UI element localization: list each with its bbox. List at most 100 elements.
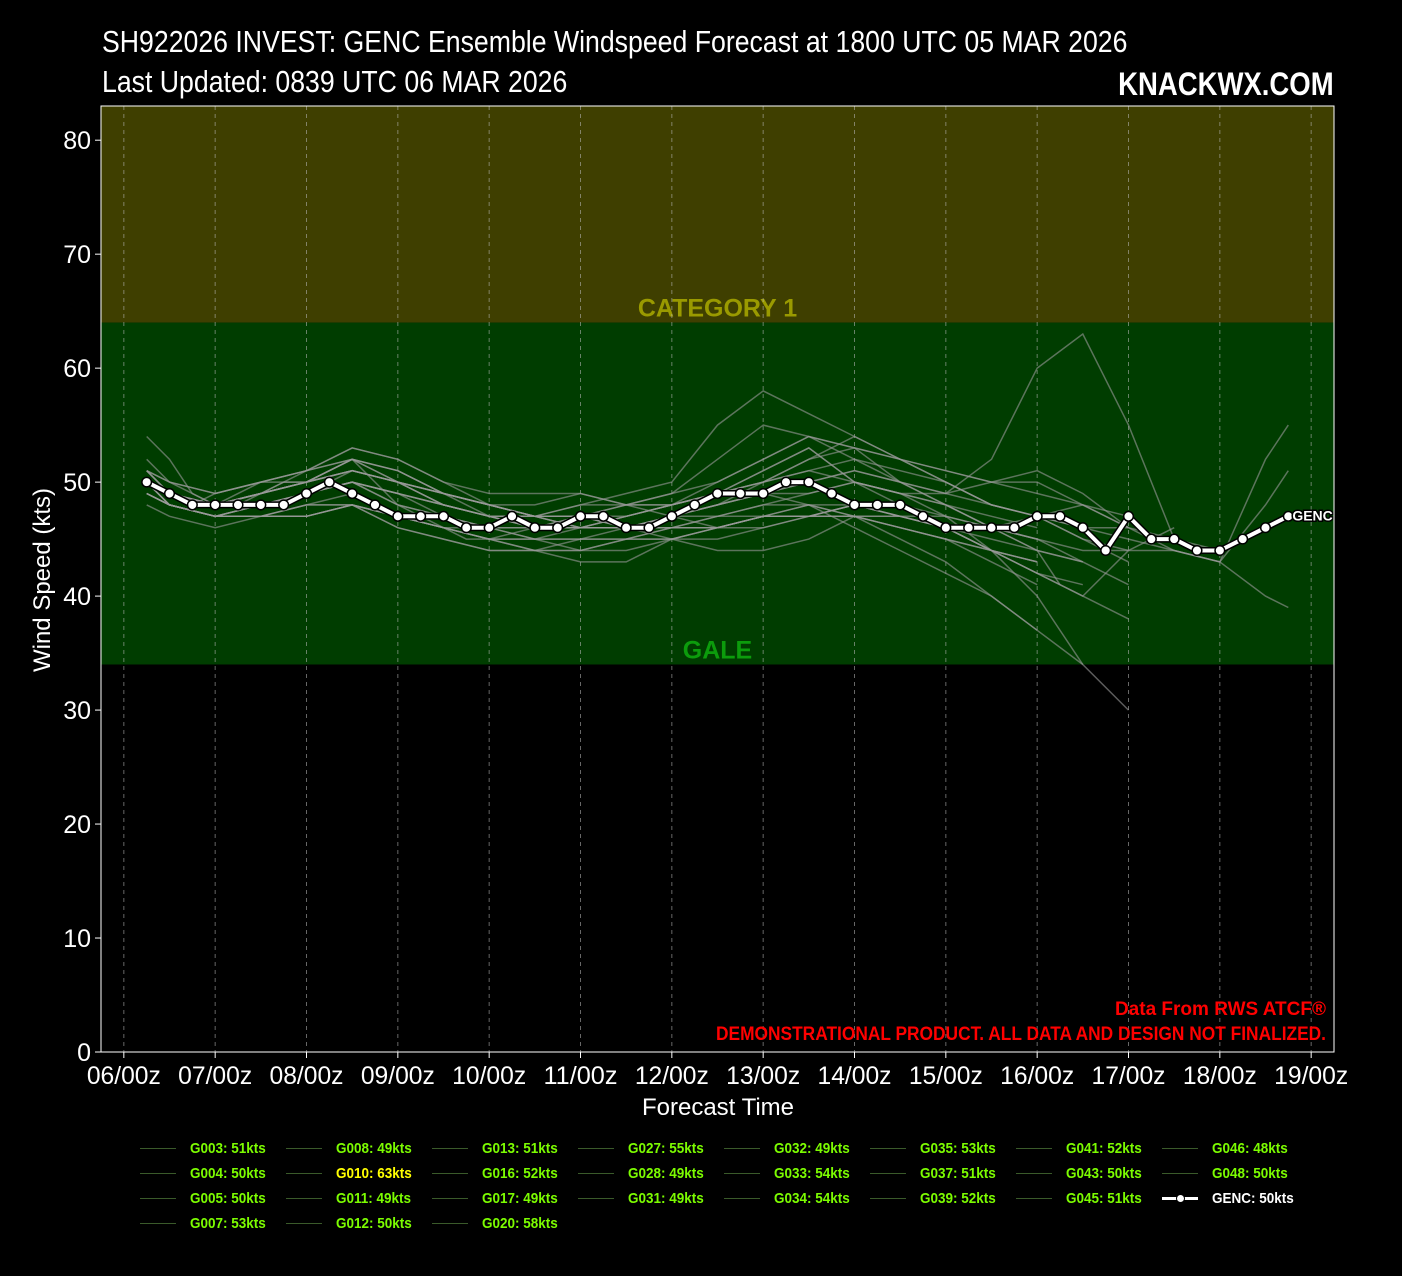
x-tick-label: 15/00z xyxy=(909,1062,983,1090)
legend-swatch xyxy=(286,1197,322,1199)
y-axis-label: Wind Speed (kts) xyxy=(29,488,56,672)
y-tick-label: 40 xyxy=(63,583,91,611)
genc-point xyxy=(1237,533,1249,545)
y-tick-label: 30 xyxy=(63,697,91,725)
legend-swatch xyxy=(578,1197,614,1199)
genc-point xyxy=(917,510,929,522)
legend-label: G008: 49kts xyxy=(336,1139,412,1157)
legend-item: G033: 54kts xyxy=(724,1162,858,1184)
legend-swatch xyxy=(432,1222,468,1224)
x-tick-label: 11/00z xyxy=(544,1062,618,1090)
disclaimer-note: DEMONSTRATIONAL PRODUCT. ALL DATA AND DE… xyxy=(716,1024,1326,1045)
legend-item: G043: 50kts xyxy=(1016,1162,1150,1184)
legend-swatch xyxy=(870,1172,906,1174)
legend-label: G016: 52kts xyxy=(482,1164,558,1182)
band-label: CATEGORY 1 xyxy=(638,295,797,323)
legend-swatch xyxy=(1162,1193,1198,1203)
x-tick-label: 07/00z xyxy=(178,1062,252,1090)
last-updated: Last Updated: 0839 UTC 06 MAR 2026 xyxy=(102,64,568,99)
legend-swatch xyxy=(724,1172,760,1174)
legend-item: G034: 54kts xyxy=(724,1187,858,1209)
genc-point xyxy=(826,487,838,500)
band-category-1 xyxy=(101,106,1334,323)
legend-item: G028: 49kts xyxy=(578,1162,712,1184)
legend-item: G012: 50kts xyxy=(286,1212,420,1234)
genc-point xyxy=(369,499,381,511)
legend-swatch xyxy=(870,1147,906,1149)
genc-point xyxy=(232,499,244,511)
chart-title: SH922026 INVEST: GENC Ensemble Windspeed… xyxy=(102,24,1128,59)
legend-item: G004: 50kts xyxy=(140,1162,274,1184)
legend-swatch xyxy=(1016,1197,1052,1199)
legend-label: G031: 49kts xyxy=(628,1189,704,1207)
legend-swatch xyxy=(432,1172,468,1174)
legend-label: G039: 52kts xyxy=(920,1189,996,1207)
member-line-g003 xyxy=(146,435,1038,540)
legend-swatch xyxy=(1162,1172,1198,1174)
x-tick-label: 18/00z xyxy=(1183,1062,1257,1090)
genc-series: GENC xyxy=(141,476,1334,557)
legend-label: GENC: 50kts xyxy=(1212,1189,1294,1207)
legend-swatch xyxy=(140,1222,176,1224)
legend-swatch xyxy=(140,1147,176,1149)
legend-label: G003: 51kts xyxy=(190,1139,266,1157)
x-tick-label: 17/00z xyxy=(1092,1062,1166,1090)
legend-label: G041: 52kts xyxy=(1066,1139,1142,1157)
legend-item: GENC: 50kts xyxy=(1162,1187,1303,1209)
y-tick-label: 20 xyxy=(63,811,91,839)
legend-label: G017: 49kts xyxy=(482,1189,558,1207)
x-tick-label: 14/00z xyxy=(818,1062,892,1090)
legend-label: G013: 51kts xyxy=(482,1139,558,1157)
genc-point xyxy=(757,487,769,500)
vertical-grid xyxy=(123,106,1312,1052)
genc-point xyxy=(963,522,975,534)
genc-end-label: GENC xyxy=(1292,507,1332,523)
genc-point xyxy=(985,522,998,534)
legend-label: G033: 54kts xyxy=(774,1164,850,1182)
legend-item: G037: 51kts xyxy=(870,1162,1004,1184)
x-tick-label: 10/00z xyxy=(452,1062,526,1090)
legend-item: G032: 49kts xyxy=(724,1137,858,1159)
x-tick-label: 06/00z xyxy=(87,1062,161,1090)
genc-point xyxy=(1077,522,1089,534)
genc-point xyxy=(506,510,518,522)
legend-label: G027: 55kts xyxy=(628,1139,704,1157)
legend-label: G011: 49kts xyxy=(336,1189,412,1207)
genc-point xyxy=(163,487,176,500)
genc-point xyxy=(323,476,335,488)
genc-point xyxy=(1214,544,1226,557)
legend-swatch xyxy=(1162,1147,1198,1149)
genc-point xyxy=(780,476,792,488)
legend-item: G016: 52kts xyxy=(432,1162,566,1184)
genc-point xyxy=(666,510,678,522)
y-tick-label: 70 xyxy=(63,241,91,269)
genc-point xyxy=(460,522,472,534)
plot-frame xyxy=(100,105,1335,1053)
y-tick-label: 50 xyxy=(63,469,91,497)
genc-point xyxy=(803,476,815,488)
legend-label: G048: 50kts xyxy=(1212,1164,1288,1182)
legend-item: G003: 51kts xyxy=(140,1137,274,1159)
legend-swatch xyxy=(286,1172,322,1174)
genc-point xyxy=(209,499,221,511)
genc-point xyxy=(848,499,861,511)
legend-item: G031: 49kts xyxy=(578,1187,712,1209)
legend-item: G027: 55kts xyxy=(578,1137,712,1159)
genc-point xyxy=(689,499,701,511)
legend-label: G037: 51kts xyxy=(920,1164,996,1182)
legend-swatch xyxy=(724,1197,760,1199)
legend-item: G048: 50kts xyxy=(1162,1162,1296,1184)
legend-swatch xyxy=(724,1147,760,1149)
genc-point xyxy=(1259,522,1272,534)
genc-point xyxy=(643,522,655,534)
genc-point xyxy=(278,499,290,511)
legend-item: G013: 51kts xyxy=(432,1137,566,1159)
member-line-g046 xyxy=(146,504,1129,620)
legend-swatch xyxy=(140,1197,176,1199)
genc-point xyxy=(1031,510,1043,522)
legend-item: G017: 49kts xyxy=(432,1187,566,1209)
legend-swatch xyxy=(1016,1147,1052,1149)
legend-label: G046: 48kts xyxy=(1212,1139,1288,1157)
genc-point xyxy=(300,487,313,500)
intensity-bands: CATEGORY 1 GALE xyxy=(101,106,1334,665)
